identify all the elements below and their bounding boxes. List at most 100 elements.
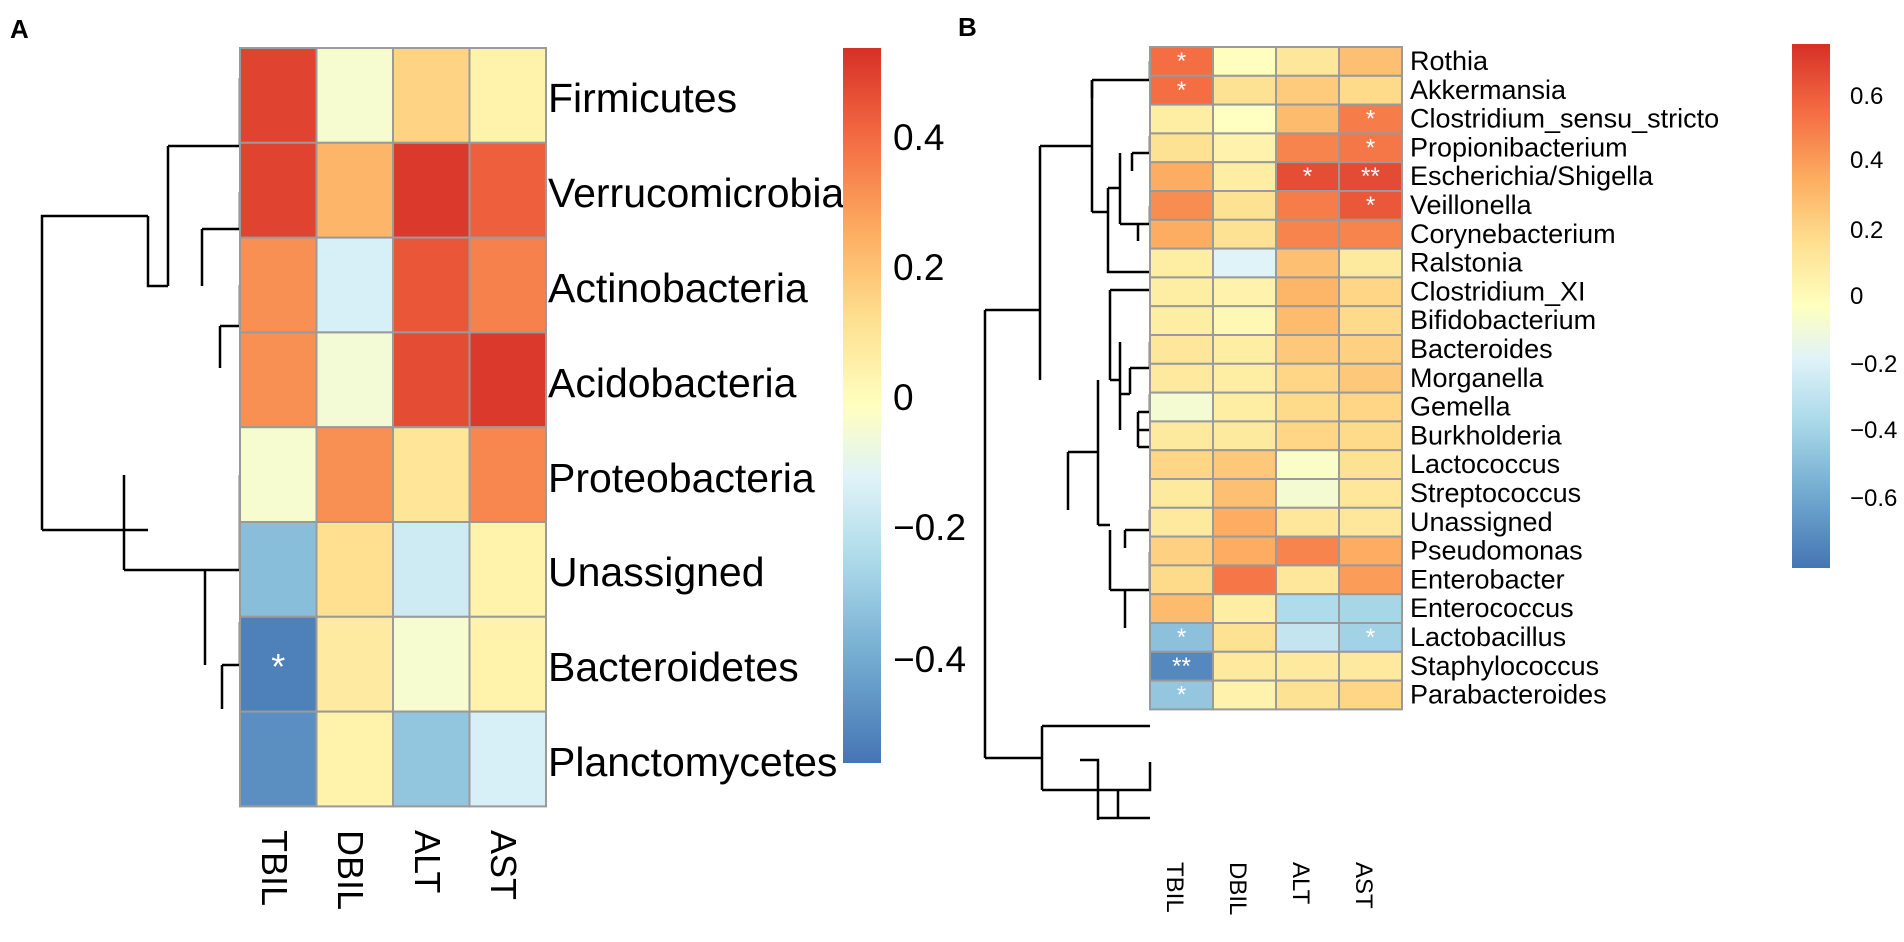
- b-cell-unassigned-ast: [1338, 506, 1403, 538]
- b-cell-pseudomonas-tbil: [1149, 535, 1214, 567]
- a-cell-planctomycetes-tbil: [239, 710, 318, 808]
- b-cell-bacteroides-alt: [1275, 334, 1340, 365]
- row-label-b-clostridium-xi: Clostridium_XI: [1410, 276, 1586, 306]
- legend-b-tick-neg-0.4: −0.4: [1850, 417, 1897, 444]
- a-cell-acidobacteria-alt: [392, 331, 471, 429]
- b-cell-burkholderia-alt: [1275, 420, 1340, 452]
- row-label-b-staphylococcus: Staphylococcus: [1410, 651, 1599, 681]
- row-label-b-escherichia-shigella: Escherichia/Shigella: [1410, 161, 1654, 191]
- b-significance-akkermansia-tbil: *: [1177, 77, 1186, 104]
- legend-a-tick-0.2: 0.2: [893, 247, 944, 288]
- b-cell-lactococcus-dbil: [1212, 449, 1277, 481]
- panel-b-dendrogram: [983, 61, 1152, 820]
- b-cell-lactococcus-tbil: [1149, 449, 1214, 481]
- row-label-bacteroidetes: Bacteroidetes: [548, 644, 799, 690]
- b-cell-enterococcus-ast: [1338, 593, 1403, 625]
- b-cell-enterobacter-alt: [1275, 564, 1340, 596]
- b-cell-enterobacter-ast: [1338, 564, 1403, 596]
- legend-b-tick-0: 0: [1850, 283, 1863, 310]
- a-cell-unassigned-ast: [468, 521, 547, 618]
- b-cell-morganella-tbil: [1149, 362, 1214, 394]
- b-cell-corynebacterium-ast: [1338, 218, 1403, 250]
- b-cell-staphylococcus-alt: [1275, 650, 1340, 682]
- b-significance-rothia-tbil: *: [1177, 48, 1186, 75]
- legend-b-tick-0.2: 0.2: [1850, 217, 1883, 244]
- b-cell-bifidobacterium-alt: [1275, 305, 1340, 337]
- b-significance-propionibacterium-ast: *: [1366, 134, 1375, 161]
- legend-a-tick-neg-0.4: −0.4: [893, 639, 966, 680]
- a-cell-bacteroidetes-tbil: [239, 615, 318, 713]
- b-significance-clostridium-sensu-stricto-ast: *: [1366, 106, 1375, 133]
- b-cell-akkermansia-alt: [1275, 74, 1340, 106]
- panel-a-heatmap-cells: [239, 47, 547, 808]
- row-label-b-unassigned: Unassigned: [1410, 507, 1553, 537]
- b-cell-lactobacillus-ast: [1338, 622, 1403, 653]
- row-label-b-pseudomonas: Pseudomonas: [1410, 536, 1583, 566]
- row-label-unassigned: Unassigned: [548, 549, 765, 595]
- b-cell-parabacteroides-ast: [1338, 679, 1403, 711]
- b-significance-staphylococcus-tbil: **: [1172, 653, 1191, 680]
- b-cell-parabacteroides-alt: [1275, 679, 1340, 711]
- row-label-b-burkholderia: Burkholderia: [1410, 420, 1563, 450]
- row-label-verrucomicrobia: Verrucomicrobia: [548, 170, 844, 216]
- b-cell-veillonella-ast: [1338, 190, 1403, 221]
- a-cell-acidobacteria-tbil: [239, 331, 318, 429]
- panel-a: A * Firmicutes Verrucomicrobia Actinobac…: [10, 14, 966, 910]
- a-cell-acidobacteria-dbil: [315, 331, 394, 429]
- a-cell-firmicutes-tbil: [239, 47, 318, 144]
- a-cell-bacteroidetes-alt: [392, 615, 471, 713]
- a-cell-unassigned-alt: [392, 521, 471, 618]
- b-cell-rothia-ast: [1338, 46, 1403, 77]
- b-cell-pseudomonas-alt: [1275, 535, 1340, 567]
- legend-b-tick-neg-0.2: −0.2: [1850, 351, 1897, 378]
- b-cell-bacteroides-tbil: [1149, 334, 1214, 365]
- b-cell-streptococcus-alt: [1275, 478, 1340, 509]
- a-cell-firmicutes-alt: [392, 47, 471, 144]
- b-cell-lactobacillus-dbil: [1212, 622, 1277, 653]
- b-cell-staphylococcus-ast: [1338, 650, 1403, 682]
- row-label-b-corynebacterium: Corynebacterium: [1410, 219, 1616, 249]
- row-label-acidobacteria: Acidobacteria: [548, 360, 797, 406]
- b-cell-staphylococcus-dbil: [1212, 650, 1277, 682]
- b-cell-enterococcus-dbil: [1212, 593, 1277, 625]
- a-cell-verrucomicrobia-alt: [392, 141, 471, 239]
- b-cell-clostridium-xi-dbil: [1212, 276, 1277, 308]
- b-significance-parabacteroides-tbil: *: [1177, 682, 1186, 709]
- row-label-proteobacteria: Proteobacteria: [548, 455, 815, 501]
- col-label-b-alt: ALT: [1287, 862, 1314, 905]
- legend-b-tick-0.4: 0.4: [1850, 147, 1883, 174]
- b-cell-clostridium-xi-alt: [1275, 276, 1340, 308]
- b-cell-veillonella-tbil: [1149, 190, 1214, 221]
- b-cell-escherichia-shigella-dbil: [1212, 161, 1277, 192]
- b-cell-clostridium-sensu-stricto-tbil: [1149, 103, 1214, 135]
- a-cell-proteobacteria-tbil: [239, 426, 318, 524]
- col-label-tbil: TBIL: [254, 830, 295, 906]
- b-cell-rothia-alt: [1275, 46, 1340, 77]
- a-cell-proteobacteria-dbil: [315, 426, 394, 524]
- b-cell-parabacteroides-tbil: [1149, 679, 1214, 711]
- b-cell-bifidobacterium-ast: [1338, 305, 1403, 337]
- b-cell-enterococcus-tbil: [1149, 593, 1214, 625]
- b-cell-lactobacillus-alt: [1275, 622, 1340, 653]
- col-label-b-ast: AST: [1350, 862, 1377, 909]
- b-cell-streptococcus-tbil: [1149, 478, 1214, 509]
- a-cell-bacteroidetes-ast: [468, 615, 547, 713]
- b-cell-ralstonia-dbil: [1212, 247, 1277, 279]
- b-cell-morganella-dbil: [1212, 362, 1277, 394]
- row-label-b-gemella: Gemella: [1410, 392, 1512, 422]
- a-cell-proteobacteria-ast: [468, 426, 547, 524]
- b-cell-lactococcus-ast: [1338, 449, 1403, 481]
- panel-a-row-labels: Firmicutes Verrucomicrobia Actinobacteri…: [548, 75, 844, 785]
- b-cell-escherichia-shigella-tbil: [1149, 161, 1214, 192]
- a-cell-actinobacteria-dbil: [315, 236, 394, 334]
- a-cell-unassigned-dbil: [315, 521, 394, 618]
- b-significance-lactobacillus-ast: *: [1366, 624, 1375, 651]
- col-label-dbil: DBIL: [330, 830, 371, 910]
- panel-a-legend-bar: [843, 48, 881, 763]
- a-significance-bacteroidetes-tbil: *: [271, 646, 285, 687]
- panel-a-dendrogram: [40, 78, 242, 709]
- b-cell-corynebacterium-dbil: [1212, 218, 1277, 250]
- row-label-b-lactococcus: Lactococcus: [1410, 449, 1560, 479]
- b-cell-streptococcus-dbil: [1212, 478, 1277, 509]
